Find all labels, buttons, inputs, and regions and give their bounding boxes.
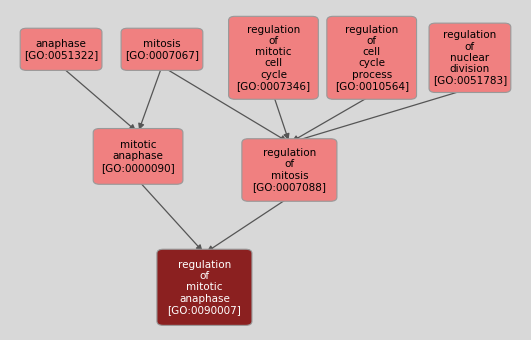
Text: regulation
of
mitotic
cell
cycle
[GO:0007346]: regulation of mitotic cell cycle [GO:000… [236,25,311,91]
Text: regulation
of
mitotic
anaphase
[GO:0090007]: regulation of mitotic anaphase [GO:00900… [167,260,242,315]
FancyBboxPatch shape [121,28,203,70]
Text: mitosis
[GO:0007067]: mitosis [GO:0007067] [125,39,199,60]
FancyBboxPatch shape [327,16,416,99]
FancyBboxPatch shape [228,16,318,99]
FancyBboxPatch shape [20,28,102,70]
Text: anaphase
[GO:0051322]: anaphase [GO:0051322] [24,39,98,60]
Text: regulation
of
nuclear
division
[GO:0051783]: regulation of nuclear division [GO:00517… [433,30,507,85]
Text: regulation
of
cell
cycle
process
[GO:0010564]: regulation of cell cycle process [GO:001… [335,25,409,91]
Text: mitotic
anaphase
[GO:0000090]: mitotic anaphase [GO:0000090] [101,140,175,173]
FancyBboxPatch shape [429,23,511,92]
FancyBboxPatch shape [242,139,337,201]
Text: regulation
of
mitosis
[GO:0007088]: regulation of mitosis [GO:0007088] [252,148,327,192]
FancyBboxPatch shape [93,129,183,184]
FancyBboxPatch shape [157,249,252,325]
